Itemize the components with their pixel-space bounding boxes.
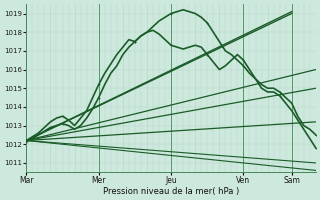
X-axis label: Pression niveau de la mer( hPa ): Pression niveau de la mer( hPa ): [103, 187, 239, 196]
